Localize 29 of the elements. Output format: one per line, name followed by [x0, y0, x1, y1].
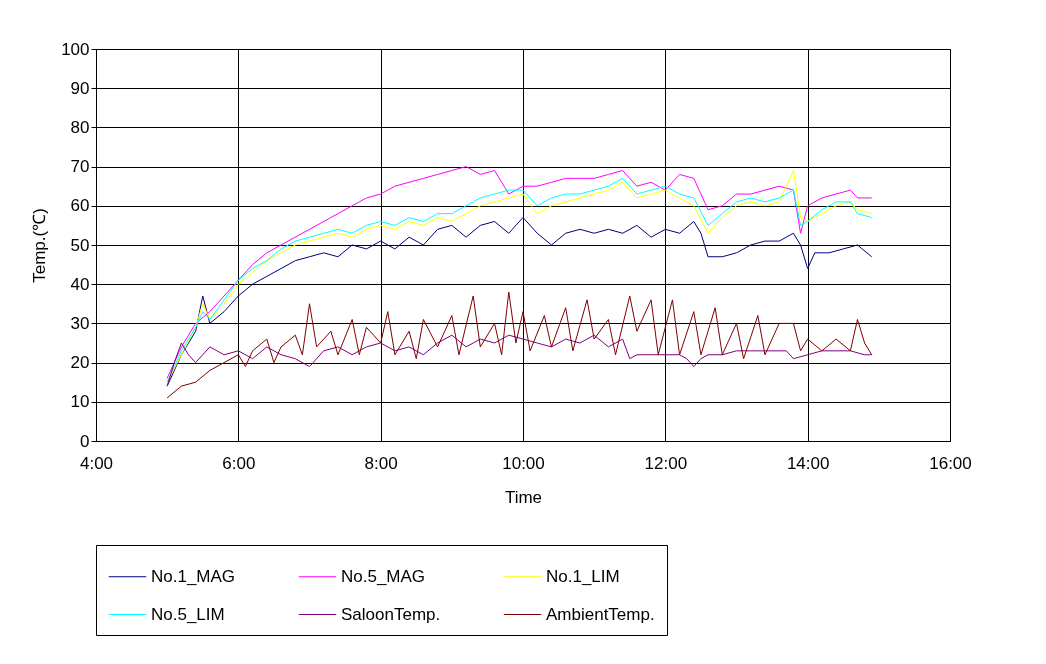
legend-label: No.1_MAG [151, 566, 236, 586]
y-tick-label: 40 [70, 274, 90, 294]
legend-label: AmbientTemp. [546, 604, 655, 624]
y-tick-label: 90 [70, 78, 90, 98]
y-tick-label: 30 [70, 313, 90, 333]
x-axis-title: Time [504, 487, 543, 507]
x-tick-label: 4:00 [79, 453, 114, 473]
x-tick-label: 10:00 [502, 453, 545, 473]
y-tick-label: 80 [70, 117, 90, 137]
legend-label: No.5_MAG [341, 566, 426, 586]
y-axis-title: Temp.(℃) [30, 208, 50, 283]
y-tick-label: 60 [70, 196, 90, 216]
y-tick-label: 70 [70, 157, 90, 177]
legend-label: SaloonTemp. [341, 604, 441, 624]
x-tick-label: 12:00 [644, 453, 688, 473]
y-tick-label: 100 [61, 39, 90, 59]
y-tick-label: 10 [70, 392, 90, 412]
x-tick-label: 14:00 [786, 453, 830, 473]
x-tick-label: 8:00 [364, 453, 398, 473]
x-tick-label: 16:00 [929, 453, 972, 473]
legend-label: No.1_LIM [546, 566, 620, 586]
x-tick-label: 6:00 [222, 453, 256, 473]
legend-label: No.5_LIM [151, 604, 225, 624]
line-series [166, 217, 873, 387]
line-series [166, 334, 873, 387]
y-tick-label: 50 [70, 235, 90, 255]
line-series [166, 291, 873, 399]
y-tick-label: 0 [80, 431, 90, 451]
y-tick-label: 20 [70, 353, 90, 373]
